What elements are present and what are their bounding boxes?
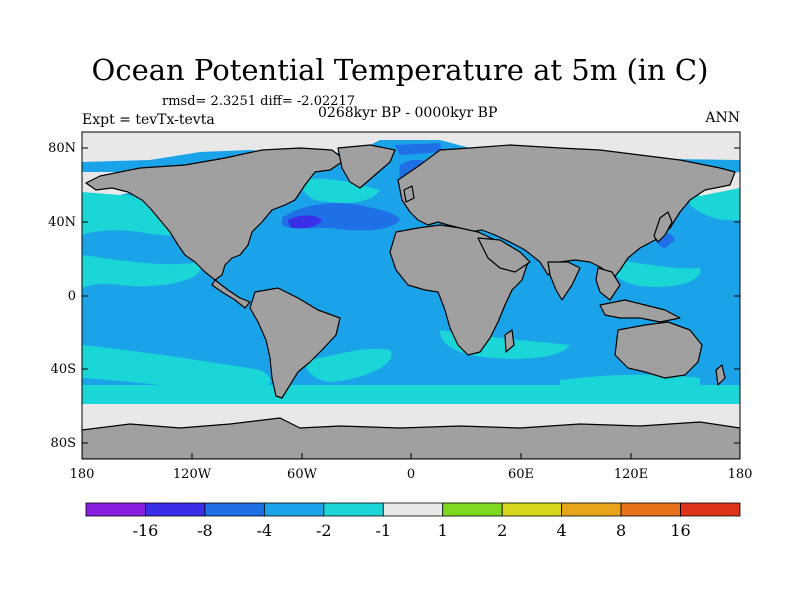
colorbar-label: -16 <box>133 521 159 540</box>
ocean-strong-anomaly <box>288 215 322 229</box>
greenland <box>337 144 396 189</box>
lon-label-60e: 60E <box>508 467 534 482</box>
central-america <box>211 279 251 309</box>
lon-label-60w: 60W <box>287 467 318 482</box>
colorbar-box <box>620 502 681 517</box>
colorbar-box <box>561 502 622 517</box>
lat-label-80n: 80N <box>48 141 76 156</box>
colorbar-label: 16 <box>670 521 690 540</box>
lon-label-180w: 180 <box>70 467 95 482</box>
experiment-label: Expt = tevTx-tevta <box>82 112 215 128</box>
colorbar-label: -1 <box>375 521 391 540</box>
colorbar-box <box>442 502 503 517</box>
lon-label-0: 0 <box>407 467 415 482</box>
south-america <box>249 287 341 399</box>
colorbar-label: 1 <box>438 521 448 540</box>
lat-label-80s: 80S <box>51 436 76 451</box>
season-label: ANN <box>705 110 740 126</box>
colorbar-label: 2 <box>497 521 507 540</box>
colorbar-box <box>501 502 563 517</box>
colorbar-label: -4 <box>257 521 273 540</box>
arabia <box>477 237 531 273</box>
colorbar-label: 4 <box>557 521 567 540</box>
se-asia <box>595 267 621 301</box>
australia <box>614 321 703 379</box>
land-masses <box>82 144 740 459</box>
lon-label-120e: 120E <box>614 467 648 482</box>
map-area <box>82 132 740 459</box>
antarctica <box>82 417 740 459</box>
colorbar-box <box>85 502 146 517</box>
lat-label-40s: 40S <box>51 362 76 377</box>
lat-label-40n: 40N <box>48 215 76 230</box>
colorbar <box>85 502 741 517</box>
colorbar-box <box>145 502 206 517</box>
period-label: 0268kyr BP - 0000kyr BP <box>318 105 498 121</box>
colorbar-label: -8 <box>197 521 213 540</box>
colorbar-label: -2 <box>316 521 332 540</box>
india <box>547 261 581 301</box>
lon-label-120w: 120W <box>173 467 212 482</box>
lat-label-0: 0 <box>68 289 76 304</box>
latitude-labels: 80N 40N 0 40S 80S <box>48 141 76 451</box>
stats-text: rmsd= 2.3251 diff= -2.02217 <box>162 94 356 109</box>
new-zealand <box>715 364 726 386</box>
colorbar-label: 8 <box>616 521 626 540</box>
madagascar <box>504 329 515 353</box>
indonesia <box>599 299 681 323</box>
british-isles <box>403 185 415 203</box>
colorbar-labels: -16 -8 -4 -2 -1 1 2 4 8 16 <box>133 521 691 540</box>
colorbar-box <box>680 502 741 517</box>
north-america <box>85 147 346 281</box>
colorbar-box <box>263 502 325 517</box>
plot-title: Ocean Potential Temperature at 5m (in C) <box>91 53 709 87</box>
colorbar-box <box>323 502 384 517</box>
colorbar-box <box>204 502 265 517</box>
axis-ticks <box>81 147 741 459</box>
colorbar-box <box>382 502 444 517</box>
lon-label-180e: 180 <box>728 467 753 482</box>
japan <box>653 211 673 243</box>
longitude-labels: 180 120W 60W 0 60E 120E 180 <box>70 467 753 482</box>
